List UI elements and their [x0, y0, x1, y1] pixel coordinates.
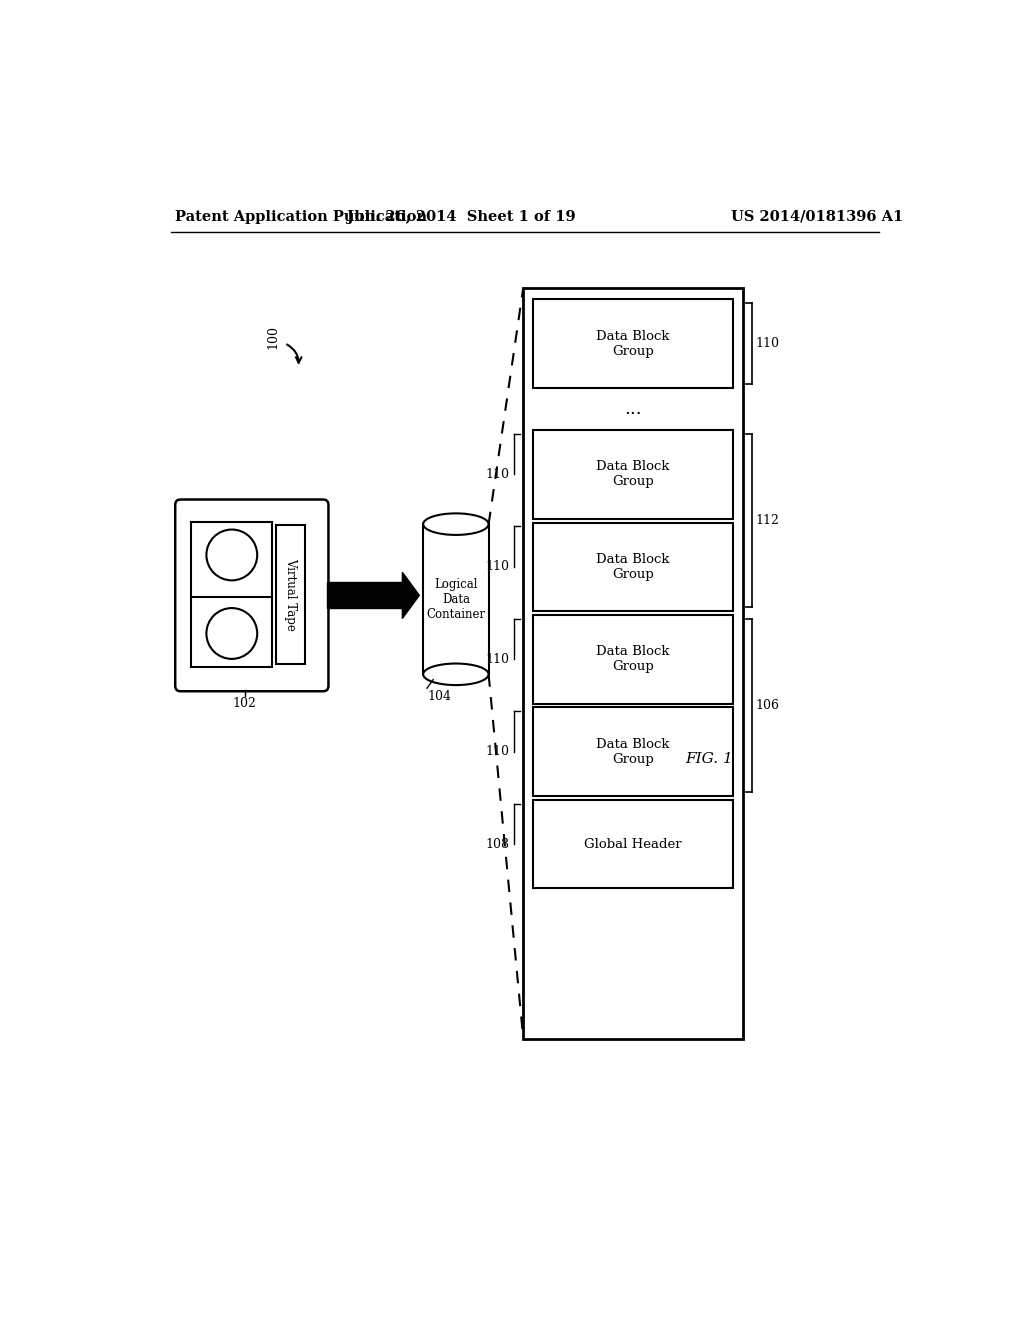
Text: Data Block
Group: Data Block Group	[596, 645, 670, 673]
Text: 100: 100	[266, 325, 280, 348]
Circle shape	[207, 529, 257, 581]
Bar	[532, 300, 733, 388]
Bar	[532, 800, 733, 888]
Bar	[532, 615, 733, 704]
Polygon shape	[327, 582, 402, 609]
Ellipse shape	[423, 513, 488, 535]
Text: Data Block
Group: Data Block Group	[596, 461, 670, 488]
Bar	[423, 524, 488, 675]
Text: 110: 110	[485, 653, 509, 665]
Text: 106: 106	[755, 700, 779, 711]
Text: Data Block
Group: Data Block Group	[596, 738, 670, 766]
Bar	[532, 430, 733, 519]
Text: 110: 110	[485, 469, 509, 480]
Text: ...: ...	[625, 400, 642, 417]
Bar	[191, 521, 272, 667]
Text: Logical
Data
Container: Logical Data Container	[426, 578, 485, 620]
Text: Jun. 26, 2014  Sheet 1 of 19: Jun. 26, 2014 Sheet 1 of 19	[347, 210, 575, 224]
Text: Virtual Tape: Virtual Tape	[285, 558, 297, 631]
Text: US 2014/0181396 A1: US 2014/0181396 A1	[731, 210, 903, 224]
Bar	[532, 708, 733, 796]
Text: Data Block
Group: Data Block Group	[596, 330, 670, 358]
Polygon shape	[402, 573, 419, 619]
Text: Global Header: Global Header	[584, 838, 682, 850]
Text: 110: 110	[755, 337, 779, 350]
Bar	[276, 525, 305, 664]
Text: FIG. 1: FIG. 1	[685, 752, 733, 766]
Text: 110: 110	[485, 746, 509, 758]
Circle shape	[207, 609, 257, 659]
Text: Data Block
Group: Data Block Group	[596, 553, 670, 581]
Bar	[523, 288, 742, 1039]
Text: 102: 102	[232, 697, 256, 710]
Text: 108: 108	[485, 838, 509, 850]
Bar	[532, 523, 733, 611]
Text: 112: 112	[755, 515, 779, 527]
Text: 104: 104	[427, 689, 451, 702]
Text: 110: 110	[485, 561, 509, 573]
Text: Patent Application Publication: Patent Application Publication	[175, 210, 427, 224]
Ellipse shape	[423, 664, 488, 685]
FancyBboxPatch shape	[175, 499, 329, 692]
